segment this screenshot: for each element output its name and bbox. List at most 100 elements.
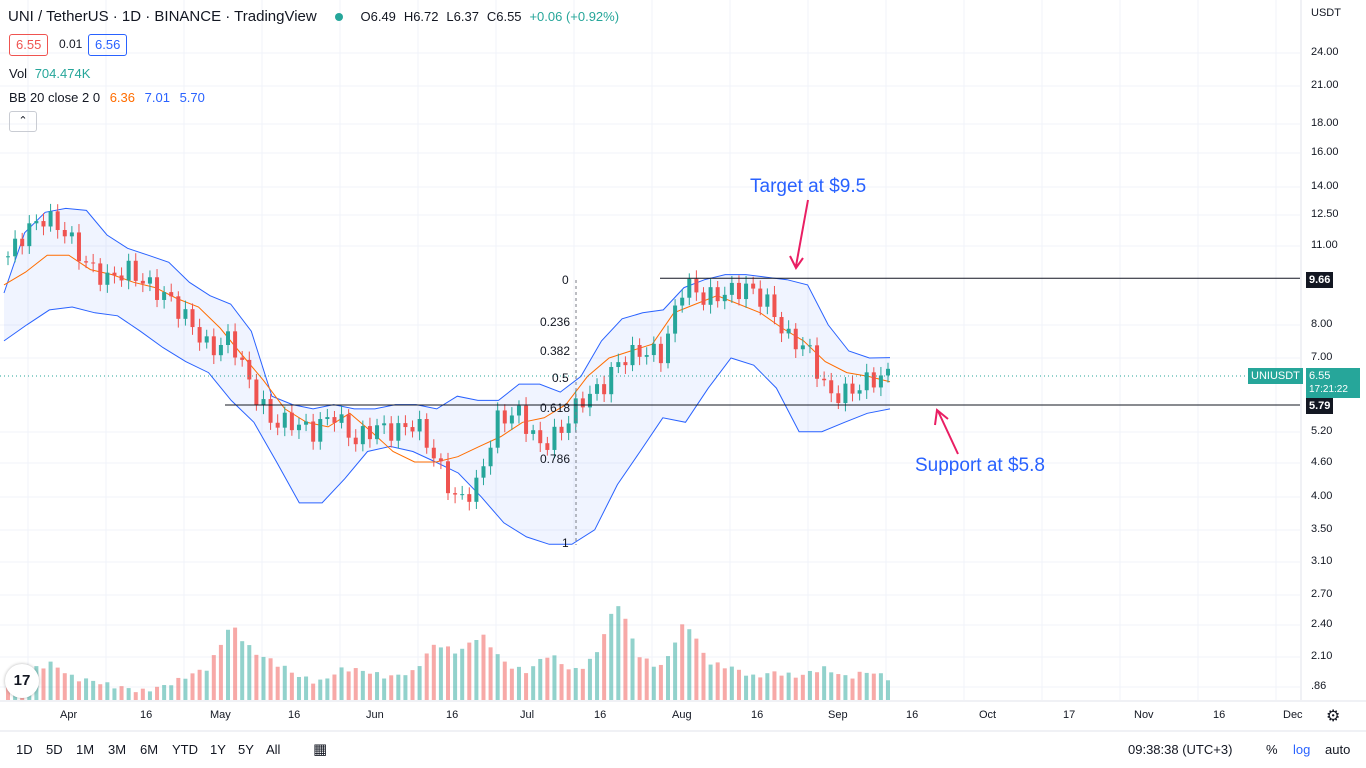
- candle-body: [41, 221, 46, 227]
- candle-body: [410, 427, 415, 432]
- volume-bar: [694, 638, 699, 700]
- candle-body: [566, 423, 571, 433]
- volume-bar: [800, 674, 805, 700]
- volume-bar: [516, 666, 521, 700]
- clock[interactable]: 09:38:38 (UTC+3): [1128, 742, 1233, 757]
- candle-body: [446, 461, 450, 494]
- candle-body: [644, 355, 649, 357]
- volume-bar: [147, 691, 152, 700]
- target-arrow[interactable]: [789, 199, 809, 270]
- volume-bar: [772, 671, 777, 700]
- x-tick-label: 16: [594, 709, 607, 721]
- tradingview-logo-icon[interactable]: 17: [5, 664, 39, 698]
- volume-bar: [275, 666, 280, 700]
- candle-body: [69, 232, 74, 237]
- bb-basis-value: 6.36: [109, 90, 135, 105]
- candle-body: [211, 336, 216, 356]
- target-annotation[interactable]: Target at $9.5: [750, 176, 867, 197]
- y-tick-label: 16.00: [1311, 146, 1339, 158]
- volume-bar: [183, 678, 188, 700]
- candle-body: [325, 417, 330, 420]
- timeframe-button[interactable]: 1Y: [210, 742, 226, 757]
- candle-body: [226, 331, 230, 346]
- ohlc-open: O6.49: [360, 9, 396, 24]
- volume-bar: [289, 672, 294, 700]
- volume-bar: [871, 673, 876, 700]
- timeframe-button[interactable]: 3M: [108, 742, 127, 757]
- candle-body: [353, 437, 358, 445]
- currency-label[interactable]: USDT: [1311, 7, 1341, 19]
- volume-bar: [76, 681, 81, 700]
- volume-legend[interactable]: Vol 704.474K: [9, 66, 90, 81]
- timeframe-button[interactable]: 1M: [76, 742, 95, 757]
- candle-body: [666, 333, 670, 364]
- support-arrow[interactable]: [934, 408, 959, 455]
- candle-body: [140, 280, 145, 284]
- support-annotation[interactable]: Support at $5.8: [915, 455, 1045, 476]
- candle-body: [133, 260, 138, 281]
- volume-bar: [367, 673, 372, 700]
- log-toggle[interactable]: log: [1293, 742, 1311, 757]
- buy-price-box[interactable]: 6.56: [88, 34, 128, 56]
- volume-bar: [311, 683, 316, 700]
- auto-toggle[interactable]: auto: [1325, 742, 1351, 757]
- chart-header: UNI / TetherUS · 1D · BINANCE · TradingV…: [8, 8, 619, 25]
- symbol-title[interactable]: UNI / TetherUS · 1D · BINANCE · TradingV…: [8, 8, 317, 25]
- timeframe-button[interactable]: YTD: [172, 742, 198, 757]
- candle-body: [6, 256, 10, 258]
- high-line-tag: 9.66: [1306, 272, 1334, 288]
- candle-body: [602, 384, 607, 395]
- timeframe-button[interactable]: 1D: [16, 742, 33, 757]
- volume-bar: [396, 674, 401, 700]
- volume-bar: [460, 648, 465, 700]
- candle-body: [396, 423, 401, 441]
- candle-body: [744, 283, 749, 300]
- percent-toggle[interactable]: %: [1266, 742, 1278, 757]
- sell-price-box[interactable]: 6.55: [9, 34, 49, 56]
- y-tick-label: 5.20: [1311, 425, 1333, 437]
- volume-bar: [403, 675, 408, 700]
- candle-body: [162, 292, 167, 300]
- volume-bar: [886, 680, 890, 700]
- volume-bar: [779, 675, 784, 700]
- timeframe-button[interactable]: All: [266, 742, 281, 757]
- candle-body: [375, 425, 380, 440]
- bollinger-legend[interactable]: BB 20 close 2 0 6.36 7.01 5.70: [9, 90, 205, 105]
- volume-bar: [481, 634, 486, 700]
- timeframe-button[interactable]: 5Y: [238, 742, 254, 757]
- candle-body: [886, 368, 890, 376]
- volume-bar: [502, 661, 507, 700]
- candle-body: [807, 345, 812, 347]
- volume-bar: [595, 652, 600, 700]
- chevron-up-icon[interactable]: ⌃: [9, 111, 37, 132]
- volume-bar: [226, 629, 230, 700]
- volume-bar: [261, 656, 266, 700]
- y-tick-label: 14.00: [1311, 180, 1339, 192]
- candle-body: [346, 414, 351, 438]
- candle-body: [311, 421, 316, 442]
- volume-bar: [722, 668, 727, 700]
- candle-body: [112, 272, 117, 276]
- gear-icon[interactable]: ⚙: [1326, 708, 1341, 725]
- bb-upper-line: [3, 207, 891, 410]
- candle-body: [332, 417, 337, 423]
- timeframe-button[interactable]: 6M: [140, 742, 159, 757]
- candle-body: [871, 372, 876, 388]
- candle-body: [488, 447, 493, 467]
- volume-bar: [566, 669, 571, 700]
- x-tick-label: 17: [1063, 709, 1076, 721]
- y-tick-label: 24.00: [1311, 46, 1339, 58]
- volume-bar: [353, 668, 358, 700]
- volume-bar: [332, 674, 337, 700]
- volume-bar: [793, 677, 798, 700]
- timeframe-button[interactable]: 5D: [46, 742, 63, 757]
- candle-body: [658, 343, 663, 364]
- candle-body: [389, 423, 394, 441]
- y-tick-label: 4.60: [1311, 456, 1333, 468]
- candle-body: [779, 317, 784, 334]
- candle-body: [495, 410, 500, 448]
- volume-bar: [822, 666, 827, 700]
- market-open-indicator: [334, 12, 343, 21]
- date-range-icon[interactable]: ▦: [313, 741, 328, 758]
